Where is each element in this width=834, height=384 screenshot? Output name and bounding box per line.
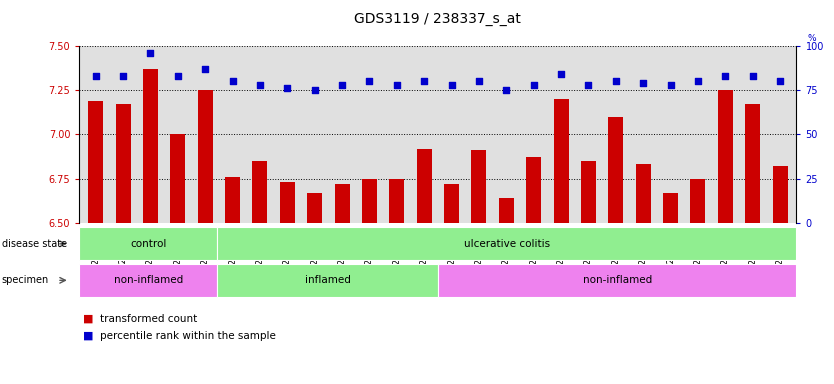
Text: %: %: [807, 33, 816, 43]
Text: ulcerative colitis: ulcerative colitis: [464, 239, 550, 249]
Bar: [279, 182, 294, 223]
Bar: [608, 117, 623, 223]
Point: [746, 73, 759, 79]
Point: [636, 80, 650, 86]
Bar: [217, 227, 796, 260]
Point: [773, 78, 786, 84]
Text: specimen: specimen: [2, 275, 49, 285]
Bar: [663, 193, 678, 223]
Point: [363, 78, 376, 84]
Text: disease state: disease state: [2, 239, 67, 249]
Point: [117, 73, 130, 79]
Point: [335, 82, 349, 88]
Bar: [691, 179, 706, 223]
Bar: [745, 104, 761, 223]
Text: GDS3119 / 238337_s_at: GDS3119 / 238337_s_at: [354, 12, 521, 25]
Point: [390, 82, 404, 88]
Bar: [554, 99, 569, 223]
Point: [719, 73, 732, 79]
Bar: [772, 166, 787, 223]
Bar: [362, 179, 377, 223]
Bar: [471, 150, 486, 223]
Bar: [307, 193, 322, 223]
Point: [582, 82, 595, 88]
Point: [472, 78, 485, 84]
Bar: [217, 264, 438, 297]
Point: [691, 78, 705, 84]
Bar: [115, 104, 131, 223]
Bar: [581, 161, 596, 223]
Bar: [88, 101, 103, 223]
Text: non-inflamed: non-inflamed: [582, 275, 652, 285]
Point: [527, 82, 540, 88]
Bar: [225, 177, 240, 223]
Text: control: control: [130, 239, 166, 249]
Point: [664, 82, 677, 88]
Bar: [198, 90, 213, 223]
Point: [143, 50, 157, 56]
Point: [89, 73, 103, 79]
Bar: [499, 198, 514, 223]
Bar: [438, 264, 796, 297]
Bar: [334, 184, 349, 223]
Text: ■: ■: [83, 331, 98, 341]
Text: ■: ■: [83, 314, 98, 324]
Point: [254, 82, 267, 88]
Point: [171, 73, 184, 79]
Point: [308, 87, 321, 93]
Point: [418, 78, 431, 84]
Text: non-inflamed: non-inflamed: [113, 275, 183, 285]
Bar: [417, 149, 432, 223]
Text: percentile rank within the sample: percentile rank within the sample: [100, 331, 276, 341]
Point: [280, 85, 294, 91]
Point: [555, 71, 568, 78]
Bar: [79, 264, 217, 297]
Bar: [170, 134, 185, 223]
Bar: [444, 184, 459, 223]
Point: [500, 87, 513, 93]
Point: [198, 66, 212, 72]
Text: transformed count: transformed count: [100, 314, 198, 324]
Point: [609, 78, 622, 84]
Text: inflamed: inflamed: [304, 275, 350, 285]
Point: [226, 78, 239, 84]
Bar: [79, 227, 217, 260]
Bar: [526, 157, 541, 223]
Point: [445, 82, 458, 88]
Bar: [389, 179, 404, 223]
Bar: [143, 69, 158, 223]
Bar: [636, 164, 651, 223]
Bar: [718, 90, 733, 223]
Bar: [253, 161, 268, 223]
